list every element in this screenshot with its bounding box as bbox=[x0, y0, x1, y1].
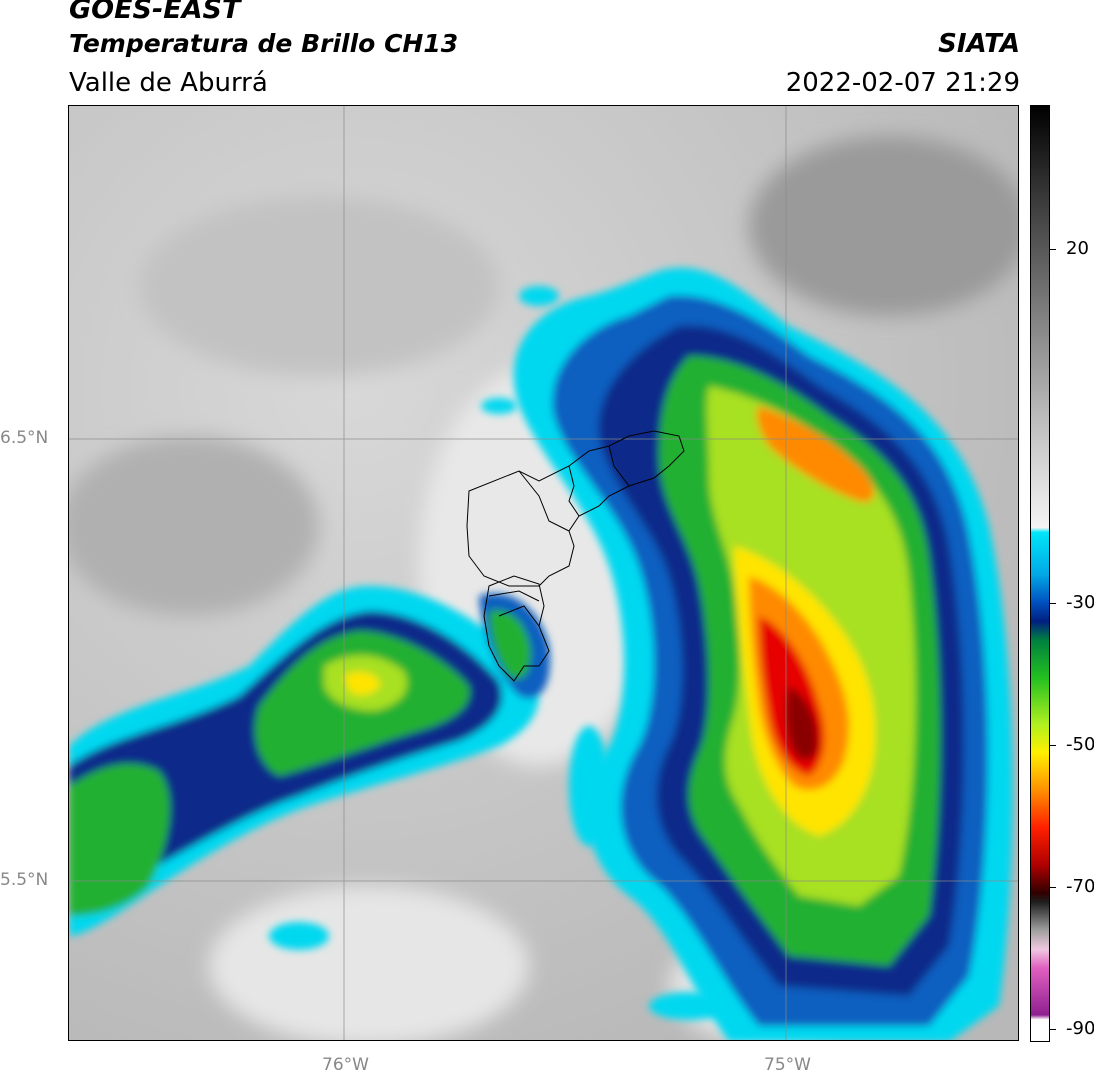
west-storm bbox=[69, 586, 550, 936]
municipal-boundaries bbox=[466, 430, 685, 682]
lon-label-76w: 76°W bbox=[322, 1055, 369, 1075]
organization-label: SIATA bbox=[938, 29, 1020, 59]
colorbar-label: -70 bbox=[1066, 876, 1094, 897]
timestamp-label: 2022-02-07 21:29 bbox=[785, 68, 1020, 98]
colorbar-tick bbox=[1050, 603, 1056, 604]
lat-label-5-5: 5.5°N bbox=[0, 870, 49, 890]
lat-label-6-5: 6.5°N bbox=[0, 428, 49, 448]
colorbar-label: -90 bbox=[1066, 1018, 1094, 1039]
cyan-specks bbox=[269, 286, 729, 1020]
colorbar-tick bbox=[1050, 887, 1056, 888]
colorbar bbox=[1030, 105, 1050, 1042]
colorbar-tick bbox=[1050, 249, 1056, 250]
colorbar-gradient bbox=[1031, 106, 1049, 1041]
map-svg bbox=[69, 106, 1018, 1040]
east-storm bbox=[513, 267, 1013, 1040]
satellite-map[interactable] bbox=[68, 105, 1019, 1041]
colorbar-label: 20 bbox=[1066, 238, 1089, 259]
lon-label-75w: 75°W bbox=[764, 1055, 811, 1075]
graticule bbox=[69, 106, 1018, 1040]
colorbar-label: -30 bbox=[1066, 592, 1094, 613]
region-subtitle: Valle de Aburrá bbox=[69, 68, 268, 98]
product-title: Temperatura de Brillo CH13 bbox=[69, 29, 459, 58]
colorbar-label: -50 bbox=[1066, 734, 1094, 755]
colorbar-tick bbox=[1050, 745, 1056, 746]
colorbar-tick bbox=[1050, 1029, 1056, 1030]
satellite-title: GOES-EAST bbox=[69, 0, 241, 25]
